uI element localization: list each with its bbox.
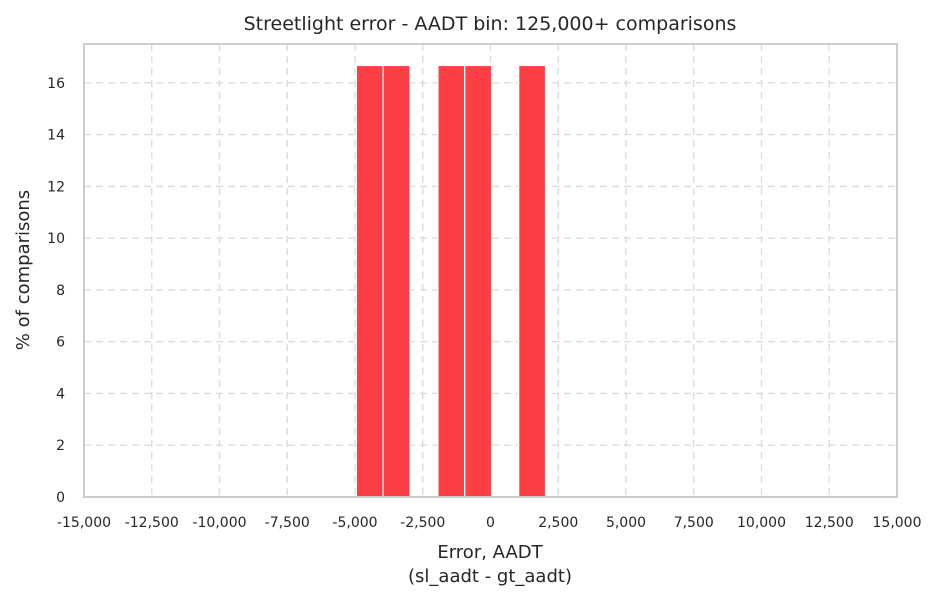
x-tick-label: 15,000: [873, 515, 922, 531]
x-tick-label: 2,500: [538, 515, 578, 531]
histogram-bar: [382, 64, 411, 498]
x-tick-label: -5,000: [332, 515, 377, 531]
x-tick-label: -12,500: [125, 515, 179, 531]
histogram-bar: [437, 64, 466, 498]
grid-lines: [84, 44, 897, 497]
x-tick-label: -15,000: [57, 515, 111, 531]
y-tick-label: 14: [47, 128, 65, 144]
chart-title: Streetlight error - AADT bin: 125,000+ c…: [244, 13, 737, 35]
x-tick-label: 5,000: [606, 515, 646, 531]
y-tick-labels: 0 2 4 6 8 10 12 14 16: [47, 76, 65, 506]
plot-frame: [83, 43, 898, 498]
x-tick-label: 7,500: [674, 515, 714, 531]
histogram-bar: [464, 64, 493, 498]
x-tick-labels: -15,000 -12,500 -10,000 -7,500 -5,000 -2,500 0…: [57, 515, 922, 531]
x-tick-label: -10,000: [192, 515, 246, 531]
x-axis-title: Error, AADT: [437, 542, 543, 563]
y-tick-label: 4: [56, 386, 65, 402]
y-tick-label: 12: [47, 179, 65, 195]
y-tick-label: 0: [56, 490, 65, 506]
x-tick-label: 0: [486, 515, 495, 531]
y-axis-title: % of comparisons: [13, 190, 34, 350]
x-tick-label: 10,000: [737, 515, 786, 531]
histogram-bar: [355, 64, 384, 498]
bars: [355, 64, 547, 498]
x-tick-label: -7,500: [265, 515, 310, 531]
x-tick-label: -2,500: [400, 515, 445, 531]
y-tick-label: 6: [56, 335, 65, 351]
y-tick-label: 10: [47, 231, 65, 247]
histogram-bar: [518, 64, 547, 498]
y-tick-label: 16: [47, 76, 65, 92]
x-axis-subtitle: (sl_aadt - gt_aadt): [408, 566, 572, 587]
x-tick-label: 12,500: [805, 515, 854, 531]
y-tick-label: 2: [56, 438, 65, 454]
y-tick-label: 8: [56, 283, 65, 299]
